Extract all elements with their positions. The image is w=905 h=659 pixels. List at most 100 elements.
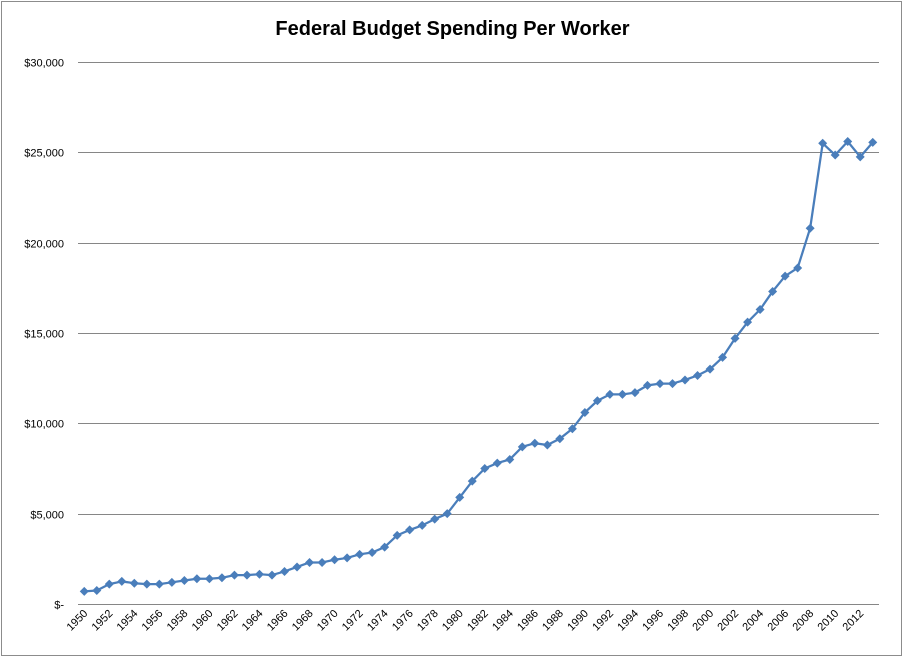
data-point-marker <box>204 574 214 584</box>
x-tick-label: 2000 <box>690 608 716 634</box>
y-tick-label: $20,000 <box>24 239 64 251</box>
data-point-marker <box>79 586 89 596</box>
x-tick-label: 2002 <box>715 608 741 634</box>
x-tick-label: 1958 <box>165 608 191 634</box>
data-point-marker <box>818 138 828 148</box>
data-point-marker <box>117 576 127 586</box>
data-point-marker <box>605 389 615 399</box>
data-point-marker <box>142 579 152 589</box>
x-tick-label: 2008 <box>790 608 816 634</box>
data-point-marker <box>617 389 627 399</box>
data-point-marker <box>192 574 202 584</box>
data-point-marker <box>793 263 803 273</box>
data-point-marker <box>630 388 640 398</box>
data-point-marker <box>780 271 790 281</box>
data-point-marker <box>868 137 878 147</box>
x-tick-label: 1978 <box>415 608 441 634</box>
data-point-marker <box>154 579 164 589</box>
x-tick-label: 1986 <box>515 608 541 634</box>
x-tick-label: 1984 <box>490 608 516 634</box>
data-point-marker <box>843 136 853 146</box>
data-point-marker <box>280 566 290 576</box>
data-point-marker <box>330 555 340 565</box>
data-point-marker <box>492 458 502 468</box>
data-point-marker <box>455 492 465 502</box>
data-point-marker <box>442 509 452 519</box>
x-tick-label: 1972 <box>340 608 366 634</box>
data-point-marker <box>480 464 490 473</box>
data-point-marker <box>267 570 277 580</box>
data-point-marker <box>405 525 415 535</box>
data-point-marker <box>467 476 477 486</box>
data-point-marker <box>667 379 677 389</box>
data-point-marker <box>680 375 690 385</box>
data-point-marker <box>104 579 114 589</box>
y-tick-label: $30,000 <box>24 58 64 70</box>
x-tick-label: 1982 <box>465 608 491 634</box>
series-line <box>84 140 874 593</box>
x-tick-label: 2010 <box>816 608 842 634</box>
series-line-group <box>84 140 874 593</box>
data-point-marker <box>355 549 365 559</box>
data-point-marker <box>855 152 865 162</box>
x-tick-label: 1996 <box>640 608 666 634</box>
data-point-marker <box>392 530 402 540</box>
y-tick-label: $- <box>54 600 64 612</box>
data-point-marker <box>830 150 840 160</box>
x-tick-label: 1992 <box>590 608 616 634</box>
x-tick-label: 1994 <box>615 608 641 634</box>
chart-title: Federal Budget Spending Per Worker <box>275 18 630 40</box>
data-point-marker <box>655 379 665 389</box>
data-point-marker <box>229 570 239 580</box>
data-point-marker <box>305 557 315 567</box>
data-point-marker <box>555 434 565 444</box>
data-point-marker <box>254 569 264 579</box>
x-tick-label: 1960 <box>190 608 216 634</box>
data-point-marker <box>567 424 577 434</box>
y-tick-label: $25,000 <box>24 148 64 160</box>
data-point-marker <box>317 557 327 567</box>
x-tick-label: 1952 <box>90 608 116 634</box>
x-tick-label: 1970 <box>315 608 341 634</box>
data-point-marker <box>805 223 815 233</box>
x-tick-label: 1964 <box>240 608 266 634</box>
data-point-marker <box>517 442 527 452</box>
x-tick-label: 1990 <box>565 608 591 634</box>
data-point-marker <box>542 440 552 450</box>
data-point-marker <box>743 317 753 327</box>
data-point-marker <box>768 286 778 296</box>
series-markers <box>79 136 878 596</box>
data-point-marker <box>755 305 765 315</box>
data-point-marker <box>417 520 427 530</box>
x-tick-label: 1954 <box>115 608 141 634</box>
x-tick-label: 1998 <box>665 608 691 634</box>
data-point-marker <box>342 553 352 563</box>
x-tick-label: 1976 <box>390 608 416 634</box>
data-point-marker <box>167 577 177 587</box>
x-tick-label: 1974 <box>365 608 391 634</box>
y-axis-tick-labels: $- $5,000 $10,000 $15,000 $20,000 $25,000 $30,… <box>24 58 64 612</box>
data-point-marker <box>592 396 602 406</box>
data-point-marker <box>129 578 139 588</box>
x-tick-label: 1980 <box>440 608 466 634</box>
data-point-marker <box>217 573 227 583</box>
x-tick-label: 1956 <box>140 608 166 634</box>
data-point-marker <box>242 570 252 580</box>
data-point-marker <box>530 438 540 448</box>
x-tick-label: 1988 <box>540 608 566 634</box>
x-tick-label: 2006 <box>765 608 791 634</box>
x-tick-label: 2012 <box>841 608 867 634</box>
y-tick-label: $5,000 <box>30 510 64 522</box>
data-point-marker <box>380 542 390 552</box>
data-point-marker <box>505 454 515 464</box>
x-tick-label: 1966 <box>265 608 291 634</box>
data-point-marker <box>642 380 652 390</box>
data-point-marker <box>718 352 728 362</box>
y-tick-label: $15,000 <box>24 329 64 341</box>
x-tick-label: 1968 <box>290 608 316 634</box>
data-point-marker <box>179 576 189 586</box>
data-point-marker <box>92 585 102 595</box>
data-point-marker <box>292 562 302 572</box>
